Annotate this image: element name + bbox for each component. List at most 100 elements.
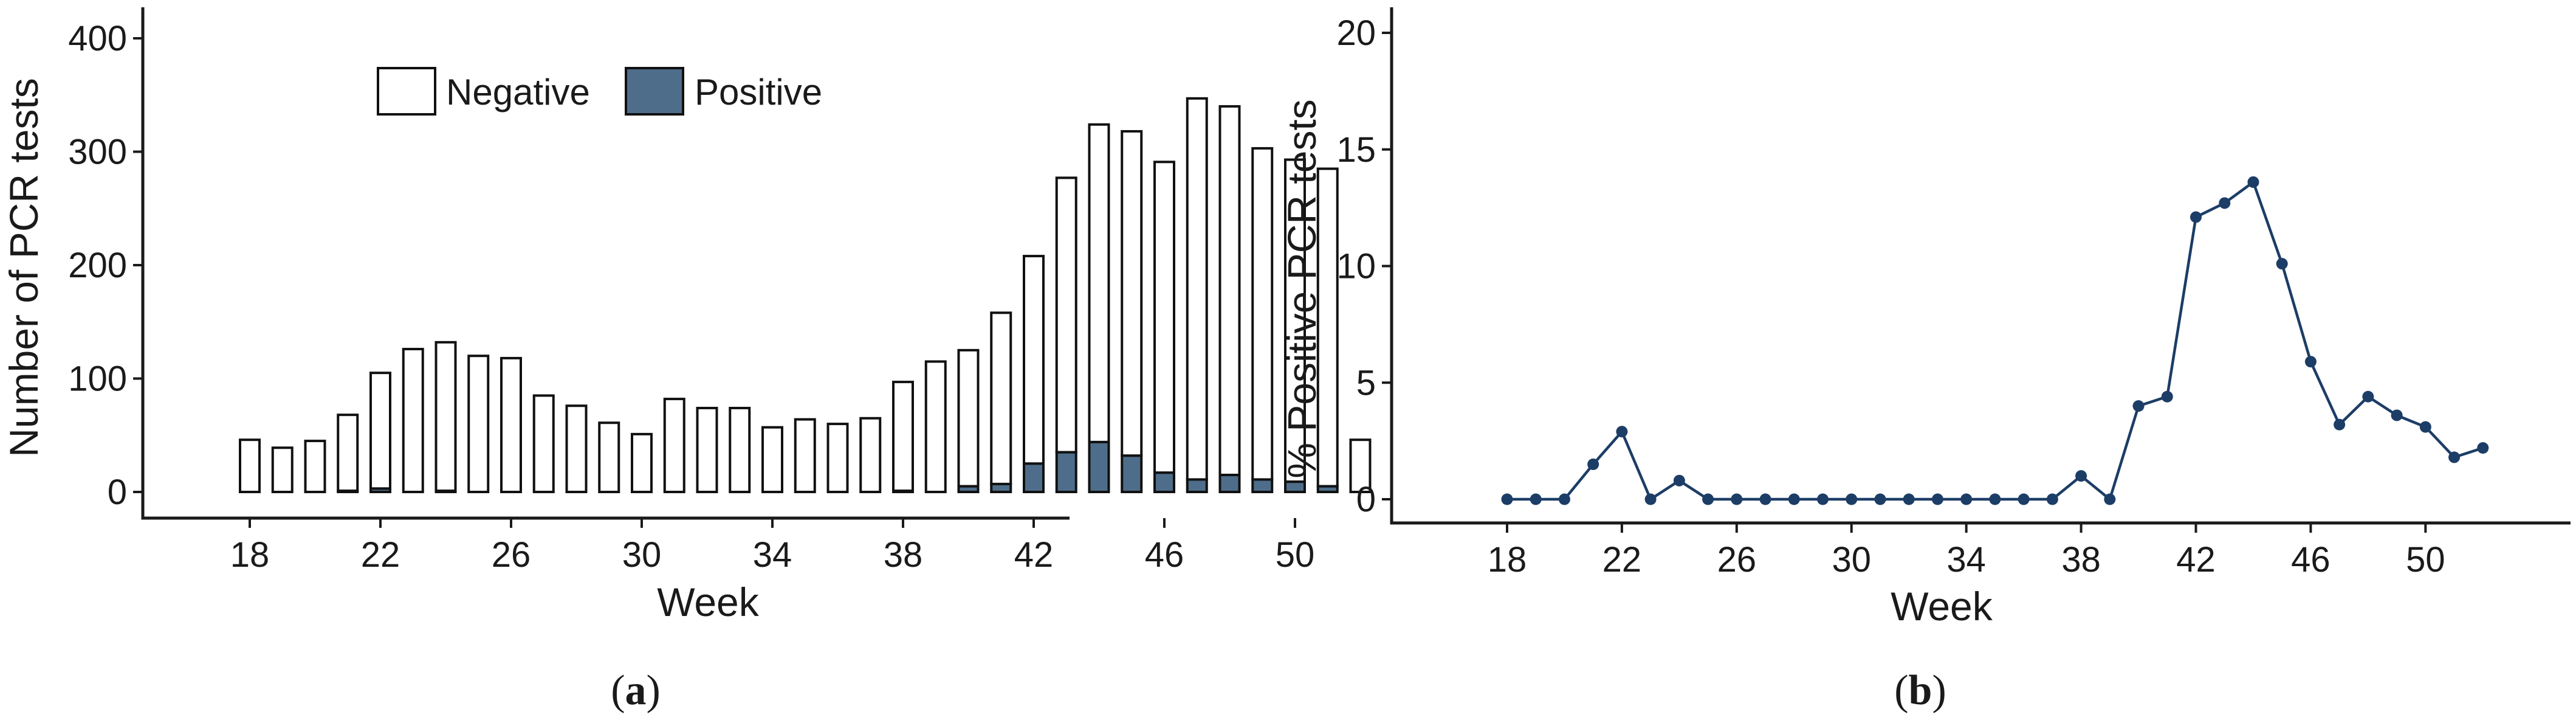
legend-label-positive: Positive (695, 72, 822, 112)
point-week-19 (1530, 493, 1542, 505)
bar-negative-week-24 (434, 341, 457, 493)
bar-negative-week-48 (1218, 105, 1241, 477)
panel-a-x-tick-label: 26 (492, 535, 531, 575)
bar-positive-week-46 (1153, 471, 1175, 493)
panel-b-axes: 0 5 10 15 20 18 22 26 30 34 38 42 46 50 (1336, 7, 2571, 580)
panel-b-x-tick-label: 34 (1946, 540, 1986, 580)
panel-a-bars (239, 97, 1372, 494)
point-week-48 (2362, 390, 2374, 403)
legend-swatch-positive (625, 67, 684, 116)
point-week-25 (1702, 493, 1714, 505)
point-week-39 (2104, 493, 2116, 505)
panel-b-line-chart: 0 5 10 15 20 18 22 26 30 34 38 42 46 50 % Positive PC… (1279, 7, 2571, 714)
point-week-44 (2247, 176, 2259, 188)
point-week-26 (1731, 493, 1743, 505)
point-week-18 (1501, 493, 1513, 505)
bar-negative-week-43 (1055, 176, 1077, 454)
panel-a-x-tick-label: 18 (230, 535, 270, 575)
bar-negative-week-22 (369, 372, 391, 490)
bar-negative-week-18 (239, 438, 261, 494)
panel-b-x-tick-label: 50 (2406, 540, 2445, 580)
bar-negative-week-25 (467, 355, 490, 494)
bar-negative-week-32 (696, 406, 718, 493)
panel-a-x-tick-label: 30 (622, 535, 662, 575)
point-week-47 (2334, 418, 2346, 431)
bar-positive-week-22 (369, 487, 391, 494)
point-week-33 (1931, 493, 1943, 505)
percent-positive-line (1507, 179, 2484, 502)
bar-positive-week-44 (1088, 440, 1110, 493)
point-week-31 (1874, 493, 1886, 505)
point-week-41 (2161, 390, 2173, 403)
panel-b-x-tick-label: 22 (1602, 540, 1642, 580)
bar-negative-week-39 (924, 360, 947, 494)
point-week-30 (1846, 493, 1858, 505)
panel-b-x-tick-label: 30 (1832, 540, 1872, 580)
panel-a-y-tick-label: 300 (68, 133, 127, 172)
point-week-34 (1960, 493, 1973, 505)
bar-negative-week-52 (1349, 438, 1372, 494)
point-week-40 (2132, 400, 2145, 412)
bar-positive-week-47 (1186, 478, 1208, 493)
point-week-21 (1587, 458, 1599, 470)
point-week-20 (1558, 493, 1570, 505)
bar-negative-week-29 (598, 421, 620, 493)
panel-a-x-tick-label: 22 (361, 535, 400, 575)
bar-negative-week-41 (990, 311, 1012, 485)
bar-positive-week-49 (1251, 478, 1274, 493)
point-week-49 (2391, 409, 2403, 421)
bar-negative-week-37 (859, 417, 882, 494)
point-week-28 (1788, 493, 1800, 505)
point-week-38 (2075, 470, 2087, 482)
legend: Negative Positive (377, 67, 822, 116)
bar-negative-week-40 (957, 348, 980, 488)
point-week-46 (2304, 356, 2317, 368)
bar-positive-week-45 (1121, 454, 1143, 494)
point-week-35 (1989, 493, 2001, 505)
point-week-51 (2448, 451, 2461, 463)
point-week-42 (2190, 211, 2202, 223)
bar-negative-week-21 (337, 414, 359, 493)
bar-negative-week-35 (794, 418, 816, 494)
bar-negative-week-34 (761, 426, 783, 494)
point-week-22 (1616, 426, 1628, 438)
panel-a-x-tick-label: 50 (1276, 535, 1315, 575)
panel-a-x-tick-label: 38 (884, 535, 923, 575)
point-week-29 (1817, 493, 1829, 505)
panel-a-label: (a) (611, 667, 661, 714)
bar-negative-week-44 (1088, 123, 1110, 443)
point-week-23 (1644, 493, 1657, 505)
panel-b-y-tick-label: 15 (1336, 130, 1376, 170)
bar-positive-week-41 (990, 482, 1012, 494)
panel-a-x-tick-label: 34 (753, 535, 792, 575)
panel-b-y-tick-label: 10 (1336, 247, 1376, 286)
bar-negative-week-45 (1121, 130, 1143, 457)
legend-swatch-negative (377, 67, 436, 116)
bar-positive-week-40 (957, 485, 980, 493)
bar-positive-week-48 (1218, 474, 1241, 494)
bar-negative-week-36 (826, 423, 849, 493)
panel-b-x-tick-label: 46 (2291, 540, 2330, 580)
panel-a-y-tick-label: 400 (68, 19, 127, 58)
panel-a-y-tick-label: 200 (68, 246, 127, 285)
panel-a-bar-chart: 0 100 200 300 400 18 22 26 30 34 38 42 46 50 Number o… (1, 7, 1372, 714)
panel-b-y-tick-label: 5 (1356, 363, 1376, 403)
point-week-50 (2419, 421, 2431, 433)
panel-a-x-tick-label: 42 (1014, 535, 1054, 575)
bar-negative-week-47 (1186, 97, 1208, 481)
panel-a-y-tick-label: 100 (68, 359, 127, 399)
point-week-45 (2276, 258, 2288, 270)
panel-b-label: (b) (1894, 667, 1946, 714)
point-week-24 (1673, 474, 1685, 486)
bar-negative-week-46 (1153, 161, 1175, 474)
bar-positive-week-50 (1284, 480, 1306, 494)
point-week-36 (2018, 493, 2030, 505)
panel-b-x-tick-label: 38 (2061, 540, 2101, 580)
point-week-32 (1903, 493, 1915, 505)
bar-negative-week-38 (892, 381, 914, 493)
panel-b-y-tick-label: 20 (1336, 13, 1376, 53)
bar-negative-week-19 (271, 446, 294, 494)
bar-positive-week-24 (434, 490, 457, 494)
bar-positive-week-38 (892, 490, 914, 494)
